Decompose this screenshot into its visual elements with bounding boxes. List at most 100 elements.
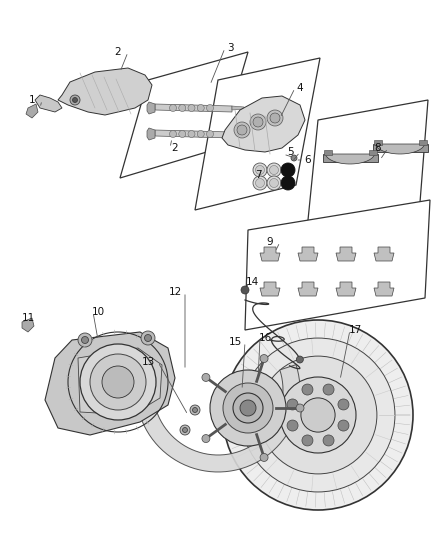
Circle shape — [297, 356, 304, 363]
Polygon shape — [232, 106, 244, 110]
Polygon shape — [372, 144, 427, 152]
Circle shape — [301, 398, 335, 432]
Text: 4: 4 — [297, 83, 303, 93]
Circle shape — [280, 377, 356, 453]
Circle shape — [267, 110, 283, 126]
Circle shape — [183, 427, 187, 432]
Circle shape — [260, 354, 268, 362]
Circle shape — [260, 454, 268, 462]
Circle shape — [269, 179, 279, 188]
Polygon shape — [336, 282, 356, 296]
Text: 6: 6 — [305, 155, 311, 165]
Circle shape — [240, 400, 256, 416]
Circle shape — [202, 434, 210, 442]
Text: 1: 1 — [28, 95, 35, 105]
Circle shape — [90, 354, 146, 410]
Circle shape — [233, 393, 263, 423]
Polygon shape — [298, 282, 318, 296]
Circle shape — [210, 370, 286, 446]
Polygon shape — [368, 150, 377, 155]
Text: 16: 16 — [258, 333, 272, 343]
Polygon shape — [418, 140, 427, 145]
Circle shape — [202, 374, 210, 382]
Circle shape — [302, 384, 313, 395]
Circle shape — [259, 356, 377, 474]
Circle shape — [338, 420, 349, 431]
Polygon shape — [260, 282, 280, 296]
Circle shape — [70, 95, 80, 105]
Text: 9: 9 — [267, 237, 273, 247]
Circle shape — [180, 425, 190, 435]
Polygon shape — [147, 128, 155, 140]
Circle shape — [81, 336, 88, 343]
Circle shape — [267, 176, 281, 190]
Polygon shape — [374, 140, 381, 145]
Polygon shape — [336, 247, 356, 261]
Ellipse shape — [179, 104, 186, 111]
Polygon shape — [35, 95, 62, 112]
Ellipse shape — [206, 131, 213, 138]
Circle shape — [241, 338, 395, 492]
Polygon shape — [147, 102, 155, 114]
Polygon shape — [324, 150, 332, 155]
Circle shape — [255, 179, 265, 188]
Polygon shape — [136, 365, 300, 472]
Polygon shape — [120, 52, 248, 178]
Circle shape — [281, 163, 295, 177]
Ellipse shape — [206, 104, 213, 111]
Circle shape — [338, 399, 349, 410]
Text: 7: 7 — [254, 170, 261, 180]
Polygon shape — [375, 143, 425, 154]
Text: 12: 12 — [168, 287, 182, 297]
Polygon shape — [305, 100, 428, 250]
Circle shape — [234, 122, 250, 138]
Circle shape — [145, 335, 152, 342]
Circle shape — [80, 344, 156, 420]
Polygon shape — [26, 104, 38, 118]
Ellipse shape — [188, 104, 195, 111]
Text: 8: 8 — [374, 143, 381, 153]
Circle shape — [250, 114, 266, 130]
Circle shape — [291, 155, 297, 161]
Circle shape — [192, 408, 198, 413]
Circle shape — [302, 435, 313, 446]
Circle shape — [323, 435, 334, 446]
Circle shape — [253, 176, 267, 190]
Polygon shape — [260, 247, 280, 261]
Circle shape — [267, 163, 281, 177]
Ellipse shape — [170, 104, 177, 111]
Ellipse shape — [197, 131, 204, 138]
Text: 2: 2 — [115, 47, 121, 57]
Text: 2: 2 — [172, 143, 178, 153]
Polygon shape — [374, 247, 394, 261]
Ellipse shape — [188, 131, 195, 138]
Polygon shape — [195, 58, 320, 210]
Circle shape — [73, 98, 78, 102]
Circle shape — [253, 117, 263, 127]
Circle shape — [223, 383, 273, 433]
Circle shape — [255, 166, 265, 174]
Circle shape — [141, 331, 155, 345]
Circle shape — [237, 125, 247, 135]
Polygon shape — [22, 318, 34, 332]
Text: 14: 14 — [245, 277, 258, 287]
Polygon shape — [45, 332, 175, 435]
Polygon shape — [232, 132, 244, 136]
Circle shape — [78, 333, 92, 347]
Circle shape — [241, 286, 249, 294]
Circle shape — [281, 176, 295, 190]
Text: 5: 5 — [287, 147, 293, 157]
Circle shape — [269, 166, 279, 174]
Circle shape — [253, 163, 267, 177]
Polygon shape — [155, 104, 232, 112]
Circle shape — [287, 420, 298, 431]
Circle shape — [270, 113, 280, 123]
Circle shape — [296, 404, 304, 412]
Ellipse shape — [197, 104, 204, 111]
Text: 15: 15 — [228, 337, 242, 347]
Polygon shape — [374, 282, 394, 296]
Polygon shape — [325, 153, 375, 164]
Ellipse shape — [179, 131, 186, 138]
Circle shape — [287, 399, 298, 410]
Text: 13: 13 — [141, 357, 155, 367]
